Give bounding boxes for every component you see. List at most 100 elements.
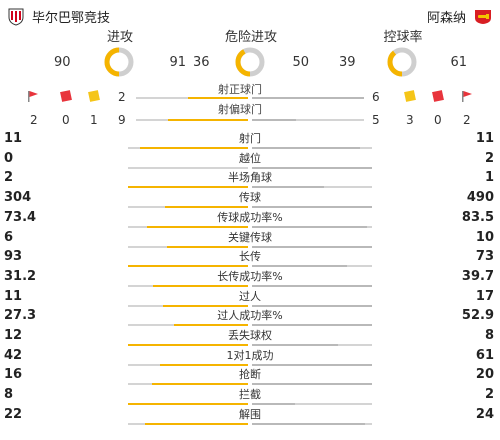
stat-away-value: 8 <box>484 328 494 343</box>
stat-home-bar <box>128 265 248 267</box>
arsenal-crest-icon <box>475 9 491 24</box>
corner-flag-icon <box>28 91 38 102</box>
away-corners-count: 2 <box>463 113 471 127</box>
shots-off-home-fill <box>168 119 248 121</box>
stat-home-bar <box>145 423 248 425</box>
stat-away-value: 10 <box>475 230 494 245</box>
stat-home-bar <box>174 324 248 326</box>
shots-on-away-fill <box>252 97 364 99</box>
stat-home-bar <box>165 206 248 208</box>
stat-home-value: 2 <box>4 170 14 185</box>
shots-on-home-fill <box>188 97 248 99</box>
stat-home-value: 42 <box>4 348 23 363</box>
yellow-card-icon <box>88 90 100 102</box>
donut-away-value: 91 <box>169 55 186 70</box>
away-red-cards-count: 0 <box>434 113 442 127</box>
stat-away-bar <box>252 403 295 405</box>
home-team[interactable]: 毕尔巴鄂竞技 <box>8 7 110 26</box>
stat-away-value: 2 <box>484 387 494 402</box>
stat-home-value: 73.4 <box>4 210 37 225</box>
away-team[interactable]: 阿森纳 <box>427 7 492 26</box>
stat-away-value: 2 <box>484 151 494 166</box>
stat-home-track <box>128 167 248 169</box>
stat-home-bar <box>140 147 248 149</box>
stat-away-value: 17 <box>475 289 494 304</box>
stat-away-bar <box>252 285 372 287</box>
stat-row: 42 1对1成功 61 <box>0 348 500 369</box>
stat-label: 解围 <box>239 408 261 421</box>
stat-away-bar <box>252 344 338 346</box>
stat-row: 16 抢断 20 <box>0 367 500 388</box>
stat-home-value: 12 <box>4 328 23 343</box>
stat-away-bar <box>252 167 372 169</box>
red-card-icon <box>432 90 444 102</box>
stat-row: 73.4 传球成功率% 83.5 <box>0 210 500 231</box>
stat-away-bar <box>252 423 365 425</box>
stat-home-value: 11 <box>4 131 23 146</box>
stat-away-value: 61 <box>475 348 494 363</box>
stat-label: 长传成功率% <box>217 270 283 283</box>
donut-ring <box>387 47 417 77</box>
stat-home-value: 31.2 <box>4 269 37 284</box>
match-header: 毕尔巴鄂竞技 阿森纳 <box>0 0 500 30</box>
donut-ring <box>104 47 134 77</box>
stat-home-value: 22 <box>4 407 23 422</box>
stat-label: 丢失球权 <box>228 329 272 342</box>
stat-away-bar <box>252 305 372 307</box>
stat-away-value: 52.9 <box>461 308 494 323</box>
stat-home-value: 16 <box>4 367 23 382</box>
stat-label: 半场角球 <box>228 171 272 184</box>
stat-home-bar <box>128 186 248 188</box>
donut-dangerous-attack: 危险进攻 36 50 <box>181 30 321 80</box>
stat-away-bar <box>252 265 347 267</box>
red-card-icon <box>60 90 72 102</box>
stat-row: 27.3 过人成功率% 52.9 <box>0 308 500 329</box>
stat-row: 12 丢失球权 8 <box>0 328 500 349</box>
stat-away-value: 24 <box>475 407 494 422</box>
home-red-cards-count: 0 <box>62 113 70 127</box>
shots-off-away: 5 <box>372 113 380 127</box>
stat-label: 1对1成功 <box>226 349 274 362</box>
stat-away-bar <box>252 246 372 248</box>
stat-away-bar <box>252 324 372 326</box>
stat-row: 304 传球 490 <box>0 190 500 211</box>
donut-home-arc <box>104 47 134 77</box>
stat-home-bar <box>167 246 248 248</box>
stat-away-bar <box>252 147 360 149</box>
stat-label: 射门 <box>239 132 261 145</box>
stat-away-value: 490 <box>466 190 494 205</box>
athletic-bilbao-crest-icon <box>8 8 24 26</box>
stat-home-value: 0 <box>4 151 14 166</box>
stat-home-value: 8 <box>4 387 14 402</box>
stat-home-bar <box>163 305 248 307</box>
shots-on-home: 2 <box>118 90 126 104</box>
shots-off-home: 9 <box>118 113 126 127</box>
donut-title: 危险进攻 <box>224 30 277 45</box>
stat-row: 6 关键传球 10 <box>0 230 500 251</box>
stat-row: 11 过人 17 <box>0 289 500 310</box>
stat-row: 93 长传 73 <box>0 249 500 270</box>
away-yellow-cards-count: 3 <box>406 113 414 127</box>
stat-label: 拦截 <box>239 388 261 401</box>
donut-home-arc <box>387 47 417 77</box>
donut-home-value: 90 <box>54 55 71 70</box>
stat-label: 传球成功率% <box>217 211 283 224</box>
shots-off-away-fill <box>252 119 296 121</box>
stat-row: 22 解围 24 <box>0 407 500 428</box>
stat-label: 过人 <box>239 290 261 303</box>
stat-away-value: 73 <box>475 249 494 264</box>
stat-row: 8 拦截 2 <box>0 387 500 408</box>
stat-home-value: 304 <box>4 190 32 205</box>
shots-on-away: 6 <box>372 90 380 104</box>
donut-away-value: 61 <box>450 55 467 70</box>
donut-ring <box>235 47 265 77</box>
stat-away-bar <box>252 226 367 228</box>
stat-home-value: 27.3 <box>4 308 37 323</box>
donut-home-value: 39 <box>339 55 356 70</box>
home-team-name: 毕尔巴鄂竞技 <box>32 11 111 26</box>
stat-home-bar <box>147 226 248 228</box>
stat-label: 抢断 <box>239 368 261 381</box>
stat-label: 过人成功率% <box>217 309 283 322</box>
stat-label: 关键传球 <box>228 231 272 244</box>
stat-label: 长传 <box>239 250 261 263</box>
